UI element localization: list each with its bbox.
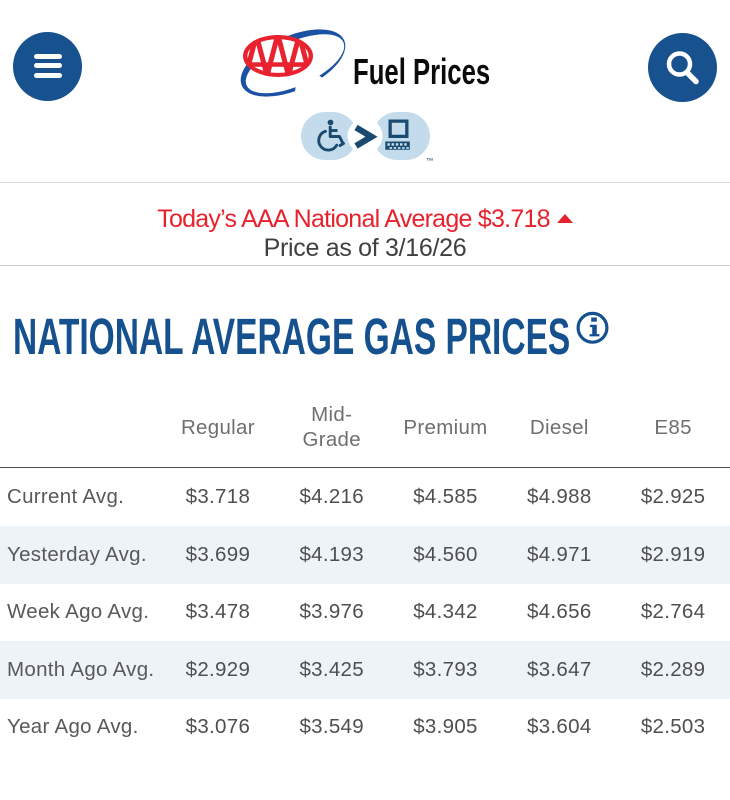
svg-text:™: ™ — [426, 156, 434, 165]
